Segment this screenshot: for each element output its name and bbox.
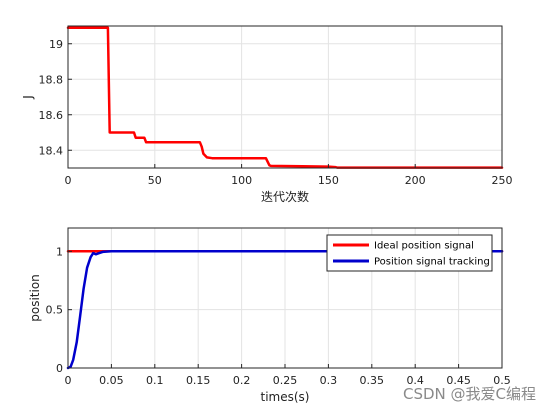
- x-axis-label: 迭代次数: [261, 189, 309, 204]
- axes-box: [67, 25, 503, 169]
- x-tick-label: 0: [65, 374, 72, 387]
- series-line-1: [66, 250, 504, 370]
- tick-labels: 0 0.05 0.1 0.15 0.2 0.25 0.3 0.35 0.4 0.45 0.5 0 0.5…: [46, 245, 511, 387]
- y-tick-label: 0.5: [46, 304, 64, 317]
- plot-area: [68, 26, 502, 168]
- series-group: [66, 26, 504, 169]
- y-tick-label: 18.8: [39, 73, 64, 86]
- position-tracking-chart: 0 0.05 0.1 0.15 0.2 0.25 0.3 0.35 0.4 0.45 0.5 0 0.5…: [28, 227, 511, 404]
- series-line-0: [66, 26, 504, 169]
- x-tick-label: 0.45: [446, 374, 471, 387]
- legend-label-ideal: Ideal position signal: [374, 241, 474, 252]
- y-axis-label: J: [21, 95, 35, 100]
- iteration-cost-chart: 0 50 100 150 200 250 18.4 18.6 18.8 19 迭代次数 J: [21, 25, 513, 204]
- x-tick-label: 0.1: [146, 374, 164, 387]
- x-tick-label: 0.3: [320, 374, 338, 387]
- x-tick-label: 250: [492, 174, 513, 187]
- watermark-text: CSDN @我爱C编程: [402, 385, 536, 403]
- y-tick-label: 19: [49, 38, 63, 51]
- x-tick-label: 0: [65, 174, 72, 187]
- x-tick-label: 0.05: [99, 374, 124, 387]
- x-tick-label: 0.4: [406, 374, 424, 387]
- x-tick-label: 0.35: [360, 374, 385, 387]
- x-axis-label: times(s): [261, 390, 310, 404]
- legend: Ideal position signal Position signal tr…: [326, 234, 493, 272]
- tick-labels: 0 50 100 150 200 250 18.4 18.6 18.8 19: [39, 38, 513, 187]
- y-axis-label: position: [28, 274, 42, 322]
- x-tick-label: 100: [231, 174, 252, 187]
- x-tick-label: 150: [318, 174, 339, 187]
- x-tick-label: 0.15: [186, 374, 211, 387]
- y-tick-label: 1: [56, 245, 63, 258]
- x-tick-label: 0.5: [493, 374, 511, 387]
- y-tick-label: 18.6: [39, 109, 64, 122]
- x-tick-label: 0.2: [233, 374, 251, 387]
- x-tick-label: 50: [148, 174, 162, 187]
- y-tick-label: 0: [56, 362, 63, 375]
- x-tick-label: 0.25: [273, 374, 298, 387]
- legend-label-tracking: Position signal tracking: [374, 257, 490, 268]
- x-tick-label: 200: [405, 174, 426, 187]
- y-tick-label: 18.4: [39, 144, 64, 157]
- legend-box: [326, 234, 493, 272]
